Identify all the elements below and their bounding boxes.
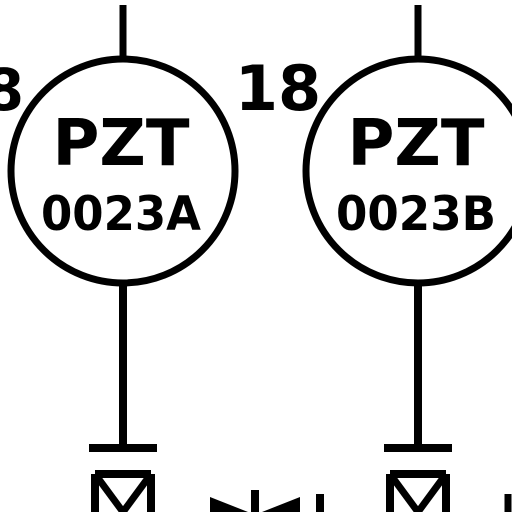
check-valve-right-triangle xyxy=(262,497,300,512)
instrument-a-number: 0023A xyxy=(41,187,202,242)
check-valve-icon xyxy=(210,490,324,512)
instrument-b-ref-number: 18 xyxy=(235,52,321,125)
check-valve-left-triangle xyxy=(210,497,248,512)
instrument-a-valve-actuator-icon xyxy=(91,470,155,512)
left-ref-number-partial: 18 xyxy=(0,56,24,124)
instrument-a-tag: PZT xyxy=(53,107,190,181)
instrument-b[interactable]: PZT 0023B xyxy=(302,5,512,512)
instrument-b-tag: PZT xyxy=(348,107,485,181)
instrument-b-valve-actuator-icon xyxy=(386,470,450,512)
instrument-b-number: 0023B xyxy=(336,187,496,242)
instrument-a[interactable]: PZT 0023A xyxy=(7,5,239,512)
